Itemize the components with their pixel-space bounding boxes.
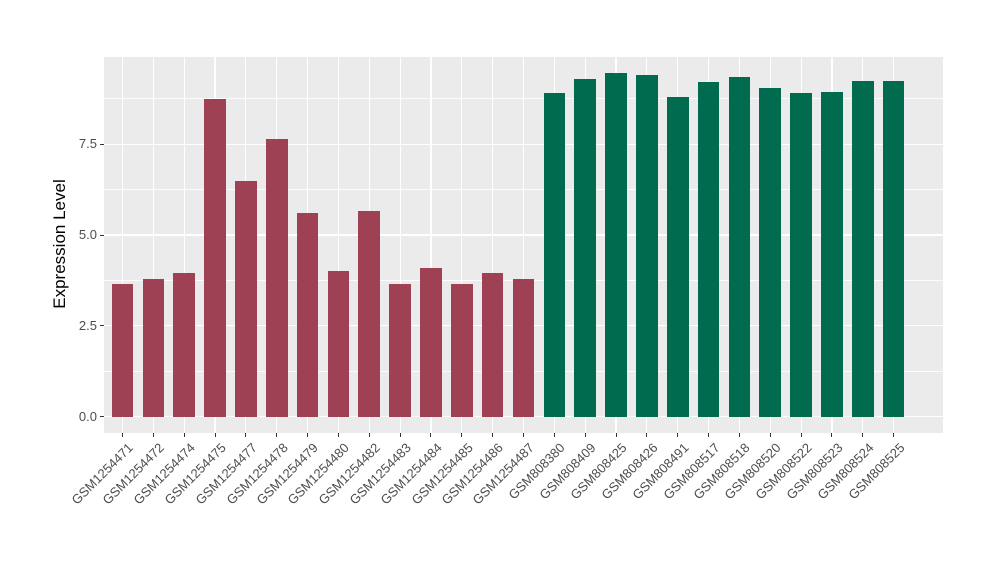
bar-GSM1254479 [296,213,319,417]
gridline-vertical [492,57,494,433]
x-tick-mark [122,433,123,437]
bar-GSM1254482 [358,211,381,417]
x-tick-mark [677,433,679,437]
gridline-vertical [399,57,401,433]
x-tick-mark [245,433,247,437]
x-tick-mark [523,433,524,437]
bar-GSM1254477 [235,180,257,417]
x-tick-mark [800,433,802,437]
gridline-vertical [183,57,185,433]
y-tick-mark [100,325,104,327]
y-tick-label: 7.5 [78,136,97,152]
x-tick-mark [276,433,278,437]
x-tick-mark [553,433,555,437]
x-tick-mark [307,433,309,437]
gridline-major [104,234,943,236]
bar-GSM808380 [543,93,566,417]
bar-GSM808518 [728,77,751,417]
x-tick-mark [831,433,833,437]
bar-GSM808525 [882,80,905,417]
gridline-vertical [121,57,124,433]
gridline-major [104,416,943,418]
x-tick-mark [461,433,463,437]
bar-GSM1254485 [451,284,473,417]
bar-GSM1254486 [481,273,504,417]
x-tick-mark [584,433,586,437]
y-tick-mark [100,416,104,418]
x-tick-mark [646,433,648,437]
x-tick-mark [430,433,432,437]
y-tick-label: 0.0 [78,408,97,424]
x-tick-mark [492,433,494,437]
bar-GSM808520 [759,87,782,417]
x-tick-mark [862,433,864,437]
gridline-vertical [430,57,432,433]
gridline-vertical [461,57,463,433]
gridline-major [104,143,943,145]
x-tick-mark [183,433,185,437]
bar-GSM808491 [666,96,689,417]
y-tick-mark [100,143,104,145]
x-tick-mark [368,433,370,437]
bar-GSM808522 [790,93,812,417]
x-tick-mark [337,433,339,437]
x-tick-mark [615,433,617,437]
x-tick-mark [152,433,154,437]
bar-GSM808426 [636,75,658,417]
y-axis-title: Expression Level [50,179,69,309]
x-tick-mark [738,433,740,437]
x-tick-mark [893,433,895,437]
x-tick-mark [214,433,216,437]
bar-GSM1254474 [173,273,195,417]
gridline-vertical [522,57,525,433]
bar-GSM808524 [852,80,874,417]
bar-GSM1254483 [389,284,411,417]
y-tick-mark [100,234,104,236]
y-tick-label: 5.0 [78,227,97,242]
bar-GSM1254478 [265,138,288,417]
bar-GSM1254472 [142,278,165,417]
bar-GSM808425 [605,73,627,417]
bar-GSM1254480 [327,271,350,417]
gridline-vertical [152,57,154,433]
y-tick-label: 2.5 [78,317,97,333]
gridline-vertical [337,57,339,433]
bar-GSM1254471 [111,284,134,417]
x-tick-mark [399,433,401,437]
gridline-minor [104,98,943,100]
gridline-minor [104,189,943,190]
bar-GSM808409 [574,78,596,417]
bar-GSM1254484 [420,267,442,417]
x-tick-mark [769,433,771,437]
bar-GSM1254487 [512,278,535,417]
bar-GSM808523 [821,91,843,417]
bar-GSM808517 [697,82,720,417]
plot-panel [104,57,943,433]
bar-GSM1254475 [204,98,226,417]
x-tick-mark [708,433,710,437]
